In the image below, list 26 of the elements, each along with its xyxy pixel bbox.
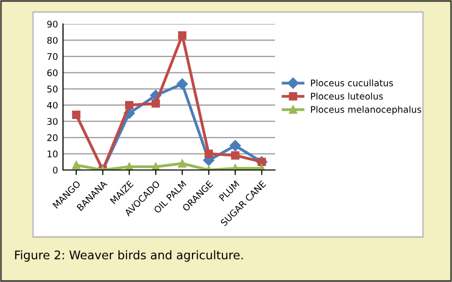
point — [152, 99, 160, 108]
y-tick-label: 20 — [47, 134, 58, 142]
point — [178, 159, 186, 168]
point — [152, 162, 160, 170]
point — [176, 78, 188, 90]
point — [178, 31, 186, 40]
y-tick-label: 70 — [47, 53, 58, 60]
y-tick-label: 10 — [48, 150, 58, 158]
point — [230, 140, 241, 152]
point — [125, 162, 134, 170]
y-tick-label: 60 — [47, 69, 58, 76]
y-tick-label: 40 — [47, 102, 58, 109]
point — [72, 160, 80, 170]
y-tick-label: 80 — [47, 36, 58, 44]
legend-label: Ploceus luteolus — [311, 92, 383, 100]
y-tick-label: 0 — [52, 166, 58, 174]
point — [231, 151, 240, 160]
y-tick-label: 90 — [47, 20, 58, 28]
y-tick-label: 30 — [47, 118, 58, 125]
point — [72, 110, 80, 120]
legend-label: Ploceus cucullatus — [311, 79, 393, 86]
point — [204, 150, 213, 158]
point — [125, 100, 134, 110]
caption: Figure 2: Weaver birds and agriculture. — [15, 250, 243, 262]
y-tick-label: 50 — [47, 86, 58, 92]
legend-label: Ploceus melanocephalus — [311, 106, 422, 115]
